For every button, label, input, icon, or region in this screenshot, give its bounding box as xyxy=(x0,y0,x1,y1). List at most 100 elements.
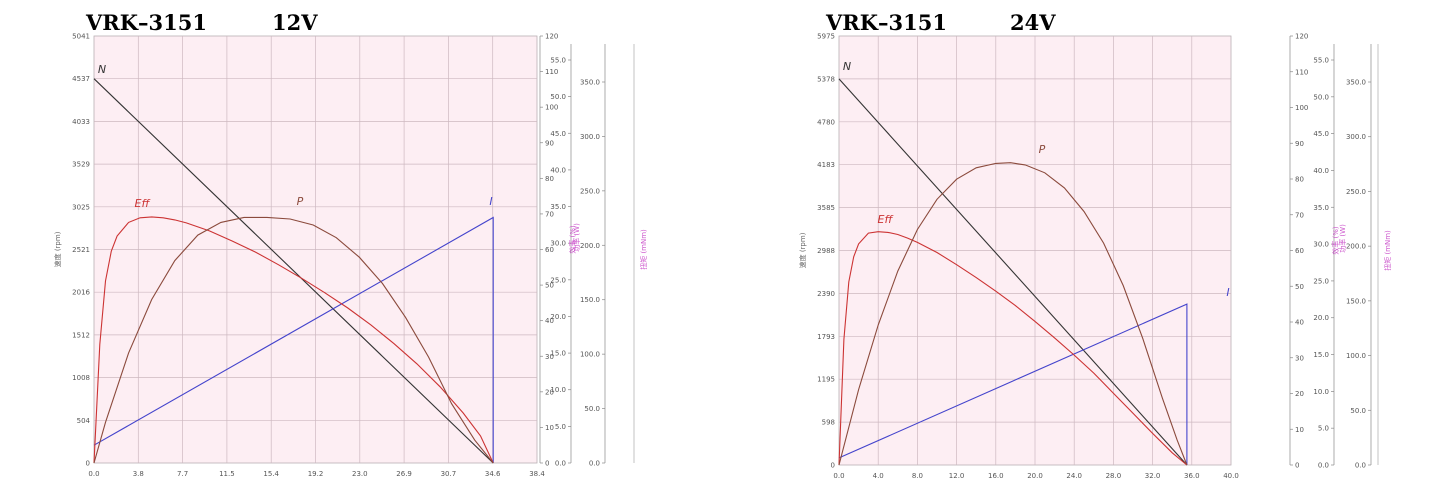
x-tick-label: 4.0 xyxy=(873,472,884,480)
efficiency-tick-label: 10.0 xyxy=(550,386,566,394)
current-tick-label: 30 xyxy=(545,353,554,361)
efficiency-tick-label: 0.0 xyxy=(1318,462,1329,470)
current-tick-label: 30 xyxy=(1295,354,1304,362)
series-line-p xyxy=(93,216,494,464)
power-tick-label: 200.0 xyxy=(580,242,600,250)
series-line-i xyxy=(838,303,1188,465)
x-tick-label: 0.0 xyxy=(833,472,844,480)
y-left-tick-label: 4033 xyxy=(72,118,90,126)
y-left-tick-label: 3585 xyxy=(817,204,835,212)
current-tick-label: 60 xyxy=(1295,247,1304,255)
series-label-eff: Eff xyxy=(878,213,894,226)
current-tick-label: 60 xyxy=(545,246,554,254)
efficiency-tick-label: 20.0 xyxy=(1313,314,1329,322)
series-label-i: I xyxy=(489,195,492,208)
series-label-i: I xyxy=(1226,286,1229,299)
y-left-tick-label: 4780 xyxy=(817,118,835,126)
efficiency-tick-label: 5.0 xyxy=(1318,425,1329,433)
motor-curve-chart-24v: 0.0 4.0 8.0 12.0 16.0 20.0 24.0 28.0 32.0 36.0 40.… xyxy=(798,33,1392,481)
y-left-tick-label: 1008 xyxy=(72,374,90,382)
efficiency-tick-label: 35.0 xyxy=(1313,204,1329,212)
current-tick-label: 110 xyxy=(1295,68,1308,76)
chart-panel-24v: VRK–3151 24V 0.0 4.0 8.0 12.0 16.0 20.0 24.0 28… xyxy=(728,0,1456,487)
power-axis-title: 功率 (W) xyxy=(1338,224,1347,253)
efficiency-tick-label: 30.0 xyxy=(1313,241,1329,249)
current-tick-label: 80 xyxy=(1295,176,1304,184)
y-left-tick-label: 1793 xyxy=(817,333,835,341)
power-tick-label: 150.0 xyxy=(1346,297,1366,305)
y-left-tick-label: 2390 xyxy=(817,290,835,298)
power-tick-label: 300.0 xyxy=(1346,133,1366,141)
model-label: VRK–3151 xyxy=(826,10,947,35)
torque-axis-title: 扭矩 (mNm) xyxy=(639,229,648,270)
x-tick-label: 7.7 xyxy=(177,470,188,478)
x-tick-label: 16.0 xyxy=(988,472,1004,480)
y-left-axis-title: 速度 (rpm) xyxy=(53,231,62,267)
voltage-label: 24V xyxy=(1010,10,1056,35)
x-tick-label: 30.7 xyxy=(441,470,457,478)
current-tick-label: 70 xyxy=(545,210,554,218)
series-label-n: N xyxy=(843,60,851,73)
x-tick-label: 28.0 xyxy=(1106,472,1122,480)
efficiency-tick-label: 15.0 xyxy=(550,350,566,358)
series-label-p: P xyxy=(297,195,304,208)
efficiency-axis-title: 效率 (%) xyxy=(568,225,577,254)
current-tick-label: 90 xyxy=(545,139,554,147)
series-line-n xyxy=(838,78,1188,466)
x-tick-label: 15.4 xyxy=(263,470,279,478)
efficiency-tick-label: 50.0 xyxy=(1313,93,1329,101)
current-tick-label: 50 xyxy=(1295,283,1304,291)
power-tick-label: 0.0 xyxy=(1355,462,1366,470)
x-tick-label: 32.0 xyxy=(1145,472,1161,480)
efficiency-tick-label: 40.0 xyxy=(550,166,566,174)
efficiency-tick-label: 55.0 xyxy=(550,57,566,65)
efficiency-tick-label: 55.0 xyxy=(1313,57,1329,65)
x-tick-label: 34.6 xyxy=(485,470,501,478)
efficiency-tick-label: 10.0 xyxy=(1313,388,1329,396)
series-label-p: P xyxy=(1039,143,1046,156)
power-tick-label: 50.0 xyxy=(1350,407,1366,415)
x-tick-label: 11.5 xyxy=(219,470,235,478)
current-tick-label: 20 xyxy=(545,388,554,396)
x-tick-label: 12.0 xyxy=(949,472,965,480)
y-left-tick-label: 2988 xyxy=(817,247,835,255)
efficiency-tick-label: 25.0 xyxy=(550,276,566,284)
series-line-n xyxy=(93,78,494,464)
x-tick-label: 20.0 xyxy=(1027,472,1043,480)
efficiency-tick-label: 0.0 xyxy=(555,460,566,468)
x-tick-label: 40.0 xyxy=(1223,472,1239,480)
efficiency-tick-label: 15.0 xyxy=(1313,351,1329,359)
voltage-label: 12V xyxy=(272,10,318,35)
efficiency-tick-label: 5.0 xyxy=(555,423,566,431)
x-tick-label: 0.0 xyxy=(88,470,99,478)
chart-panel-12v: VRK–3151 12V 0.0 3.8 7.7 11.5 15.4 19.2 23.0 26… xyxy=(53,10,648,478)
y-left-tick-label: 1512 xyxy=(72,331,90,339)
efficiency-tick-label: 35.0 xyxy=(550,203,566,211)
y-left-tick-label: 4537 xyxy=(72,75,90,83)
current-tick-label: 10 xyxy=(545,424,554,432)
power-tick-label: 150.0 xyxy=(580,296,600,304)
efficiency-tick-label: 25.0 xyxy=(1313,277,1329,285)
y-left-tick-label: 5041 xyxy=(72,33,90,41)
current-tick-label: 0 xyxy=(545,460,549,468)
y-left-tick-label: 0 xyxy=(831,462,835,470)
series-line-eff xyxy=(838,231,1188,466)
power-tick-label: 300.0 xyxy=(580,133,600,141)
series-label-n: N xyxy=(98,63,106,76)
current-tick-label: 40 xyxy=(545,317,554,325)
efficiency-tick-label: 40.0 xyxy=(1313,167,1329,175)
power-tick-label: 50.0 xyxy=(584,405,600,413)
x-tick-label: 8.0 xyxy=(912,472,923,480)
x-tick-label: 23.0 xyxy=(352,470,368,478)
series-line-eff xyxy=(93,216,494,464)
y-left-tick-label: 5975 xyxy=(817,33,835,41)
current-tick-label: 50 xyxy=(545,282,554,290)
x-tick-label: 38.4 xyxy=(529,470,545,478)
x-tick-label: 26.9 xyxy=(396,470,412,478)
series-line-p xyxy=(838,162,1188,466)
power-tick-label: 250.0 xyxy=(1346,188,1366,196)
current-tick-label: 90 xyxy=(1295,140,1304,148)
current-tick-label: 80 xyxy=(545,175,554,183)
y-left-tick-label: 4183 xyxy=(817,161,835,169)
torque-axis-title: 扭矩 (mNm) xyxy=(1383,230,1392,271)
